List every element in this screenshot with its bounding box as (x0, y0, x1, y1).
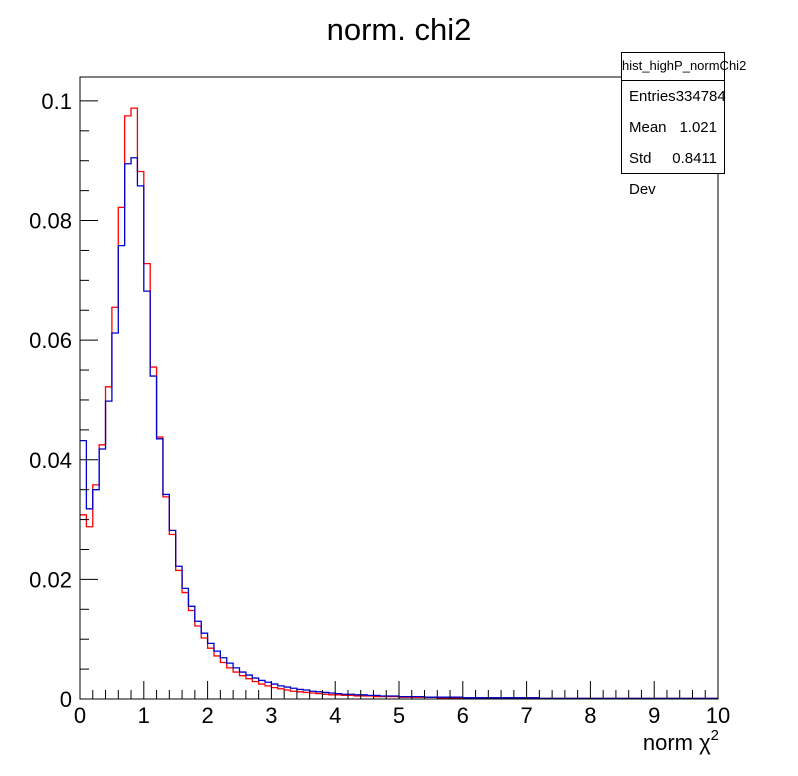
x-tick-label: 0 (74, 703, 86, 728)
y-tick-label: 0.06 (29, 328, 72, 353)
y-tick-label: 0 (60, 687, 72, 712)
stats-value: 334784 (675, 88, 726, 105)
stats-label: Std Dev (629, 150, 656, 198)
y-tick-label: 0.08 (29, 209, 72, 234)
stats-label: Mean (629, 119, 667, 136)
y-tick-label: 0.04 (29, 448, 72, 473)
x-tick-label: 5 (393, 703, 405, 728)
x-tick-label: 10 (706, 703, 730, 728)
x-tick-label: 8 (584, 703, 596, 728)
x-tick-label: 1 (138, 703, 150, 728)
y-tick-label: 0.02 (29, 567, 72, 592)
series-line-1 (80, 157, 718, 700)
x-tick-label: 4 (329, 703, 341, 728)
stats-label: Entries (629, 88, 676, 105)
series-layer (80, 107, 718, 700)
x-tick-label: 3 (265, 703, 277, 728)
stats-value: 0.8411 (672, 150, 717, 167)
stats-value: 1.021 (679, 119, 717, 136)
x-tick-label: 7 (520, 703, 532, 728)
x-tick-label: 9 (648, 703, 660, 728)
x-axis: 0 1 2 3 4 5 6 7 8 9 10 (74, 681, 730, 728)
y-tick-label: 0.1 (41, 89, 72, 114)
chart-title: norm. chi2 (327, 12, 472, 47)
x-tick-label: 6 (457, 703, 469, 728)
stats-box-title: hist_highP_normChi2 (622, 53, 746, 81)
stats-row-mean: Mean 1.021 (622, 112, 724, 143)
x-tick-label: 2 (201, 703, 213, 728)
stats-row-entries: Entries 334784 (622, 81, 726, 112)
stats-box: hist_highP_normChi2 Entries 334784 Mean … (621, 52, 746, 198)
stats-row-stddev: Std Dev 0.8411 (622, 143, 724, 198)
y-axis: 0 0.02 0.04 0.06 0.08 0.1 (29, 89, 98, 712)
series-line-0 (80, 107, 718, 700)
x-axis-label-base: norm χ (643, 730, 711, 755)
x-axis-label: norm χ2 (643, 727, 719, 755)
x-axis-label-sup: 2 (711, 727, 719, 744)
